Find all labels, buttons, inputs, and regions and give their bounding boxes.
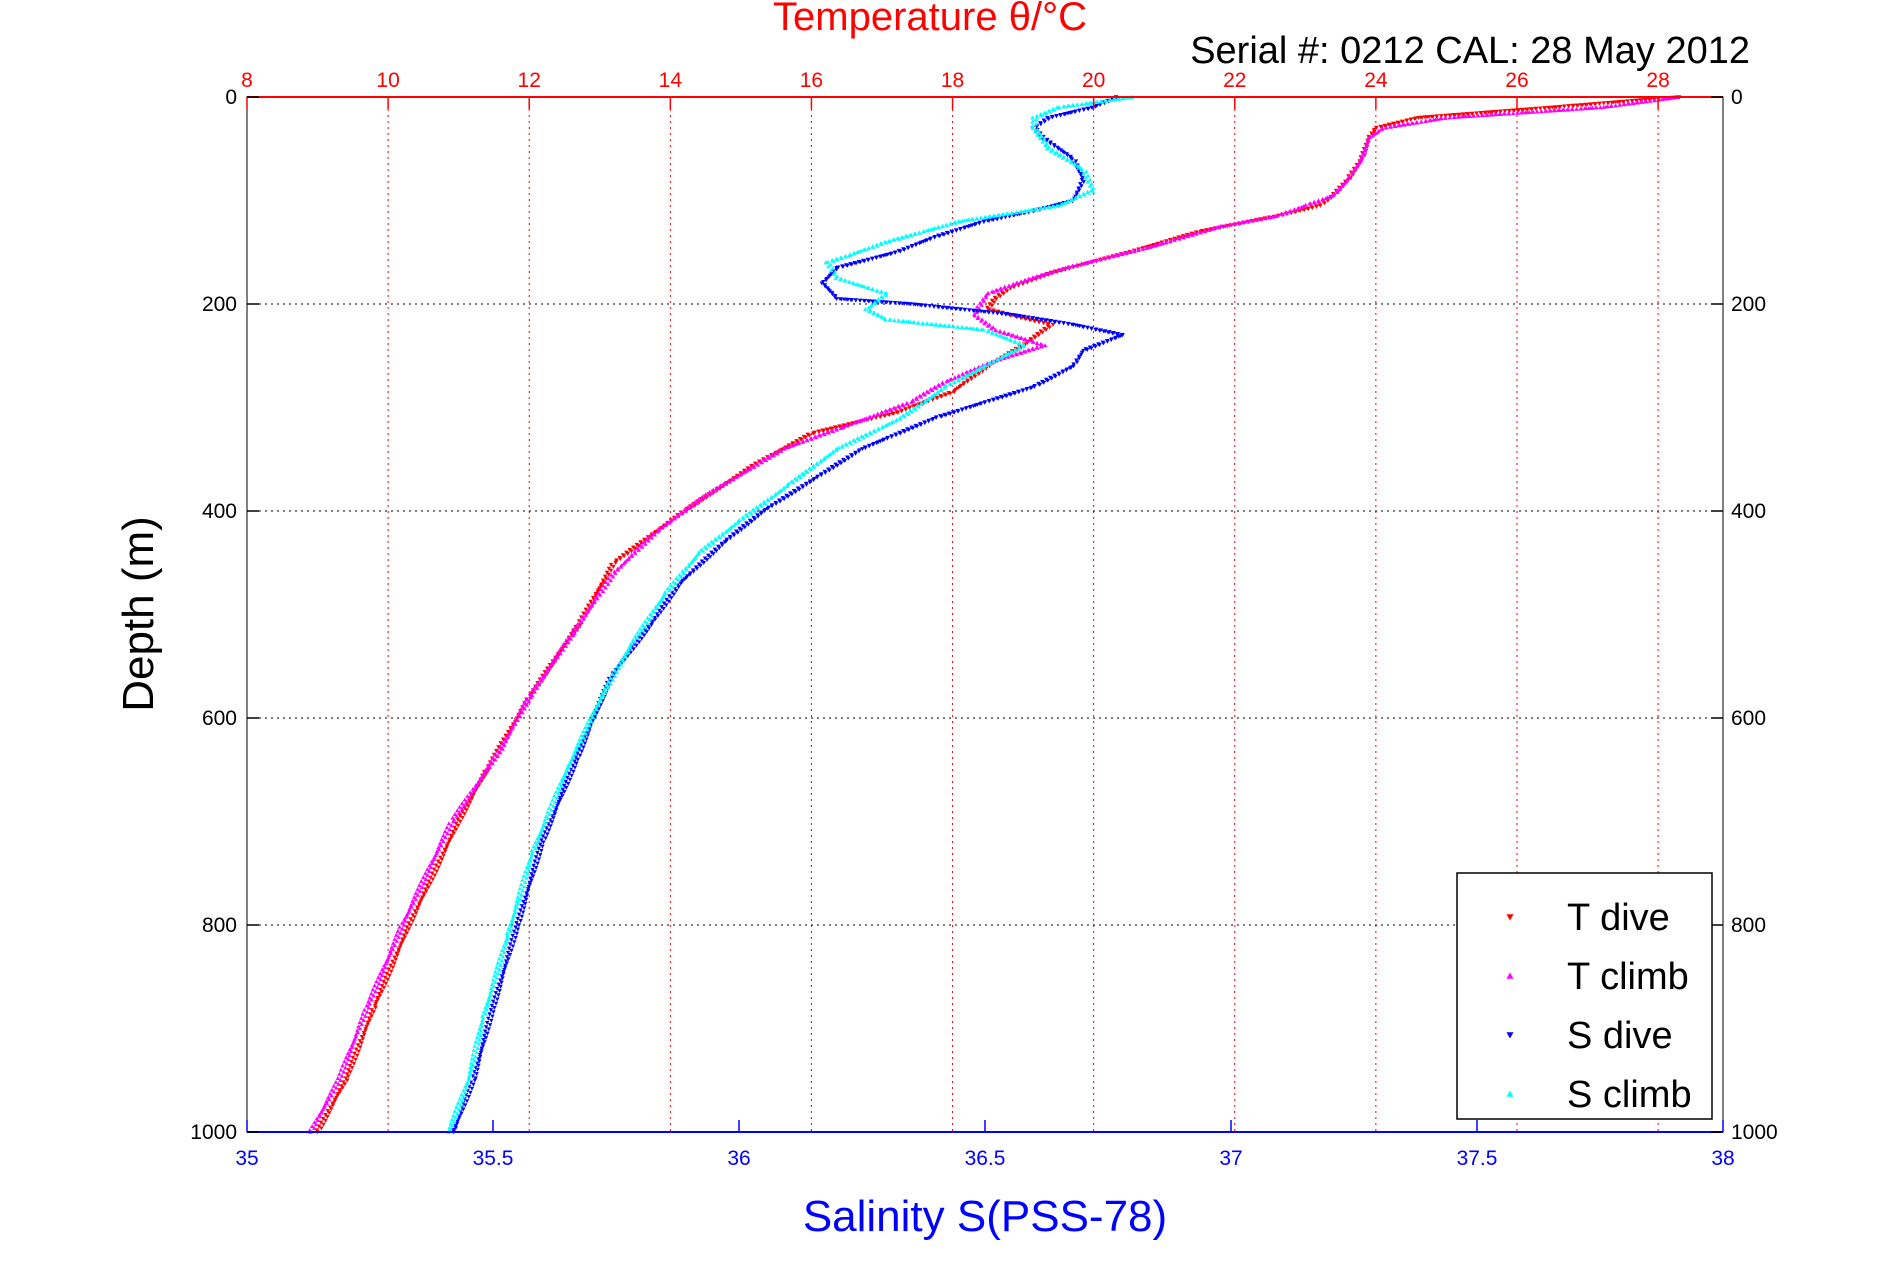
legend-label: S climb xyxy=(1567,1074,1692,1116)
legend-items: T dive T climb S dive S climb xyxy=(1506,897,1692,1116)
chart-title: Temperature θ/°C xyxy=(773,0,1087,39)
salinity-tick-label: 37.5 xyxy=(1457,1147,1498,1170)
legend-marker xyxy=(1506,914,1514,921)
salinity-tick-label: 35.5 xyxy=(473,1147,514,1170)
depth-tick-label-right: 800 xyxy=(1731,914,1766,937)
salinity-tick-label: 37 xyxy=(1219,1147,1242,1170)
temperature-tick-label: 28 xyxy=(1646,69,1669,92)
temperature-tick-label: 18 xyxy=(941,69,964,92)
temperature-tick-label: 16 xyxy=(800,69,823,92)
depth-tick-label: 600 xyxy=(202,707,237,730)
depth-tick-label-right: 0 xyxy=(1731,86,1743,109)
temperature-tick-label: 8 xyxy=(241,69,253,92)
legend-marker xyxy=(1506,1032,1514,1039)
temperature-tick-label: 10 xyxy=(376,69,399,92)
depth-tick-label-right: 600 xyxy=(1731,707,1766,730)
legend-label: T dive xyxy=(1567,897,1670,939)
legend-marker xyxy=(1506,972,1514,979)
depth-tick-label: 0 xyxy=(225,86,237,109)
depth-tick-label: 1000 xyxy=(190,1121,237,1144)
temperature-tick-label: 20 xyxy=(1082,69,1105,92)
depth-tick-label: 800 xyxy=(202,914,237,937)
chart-subtitle: Serial #: 0212 CAL: 28 May 2012 xyxy=(1190,30,1750,72)
temperature-tick-label: 12 xyxy=(518,69,541,92)
legend-box xyxy=(1456,872,1713,1120)
salinity-tick-label: 35 xyxy=(235,1147,258,1170)
salinity-tick-label: 36.5 xyxy=(965,1147,1006,1170)
legend-marker xyxy=(1506,1090,1514,1097)
axis-ticks: 8 10 12 14 16 18 20 22 24 26 28 0 0 200 200 400 400 600 60… xyxy=(190,69,1777,1170)
legend-label: S dive xyxy=(1567,1015,1673,1057)
legend-label: T climb xyxy=(1567,956,1689,998)
legend: T dive T climb S dive S climb xyxy=(1456,872,1713,1120)
x-axis-label: Salinity S(PSS-78) xyxy=(803,1192,1167,1241)
depth-tick-label: 400 xyxy=(202,500,237,523)
temperature-tick-label: 14 xyxy=(659,69,683,92)
salinity-tick-label: 36 xyxy=(727,1147,750,1170)
depth-tick-label-right: 1000 xyxy=(1731,1121,1778,1144)
salinity-tick-label: 38 xyxy=(1711,1147,1734,1170)
y-axis-label: Depth (m) xyxy=(114,516,163,712)
depth-tick-label: 200 xyxy=(202,293,237,316)
temperature-tick-label: 22 xyxy=(1223,69,1246,92)
depth-tick-label-right: 400 xyxy=(1731,500,1766,523)
temperature-tick-label: 26 xyxy=(1505,69,1528,92)
temperature-tick-label: 24 xyxy=(1364,69,1388,92)
depth-tick-label-right: 200 xyxy=(1731,293,1766,316)
